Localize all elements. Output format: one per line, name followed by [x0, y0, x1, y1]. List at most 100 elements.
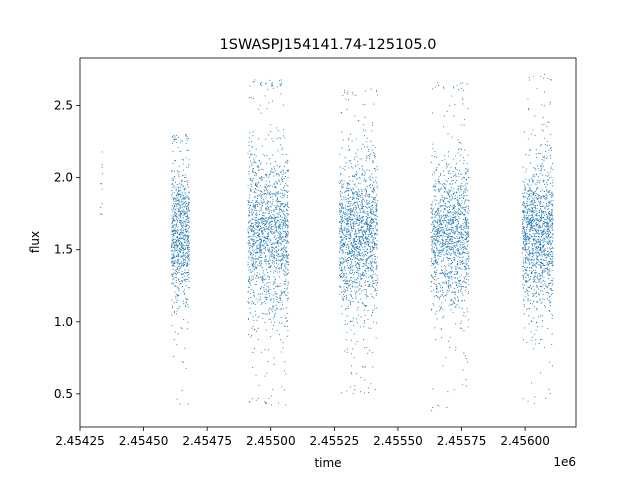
data-point [468, 265, 470, 267]
data-point [269, 266, 271, 268]
data-point [267, 216, 270, 219]
data-point [441, 236, 443, 238]
data-point [444, 159, 446, 161]
data-point [440, 210, 442, 212]
data-point [182, 232, 184, 234]
data-point [463, 213, 465, 215]
data-point [346, 279, 348, 281]
data-point [362, 259, 364, 261]
data-point [265, 329, 267, 331]
data-point [281, 211, 283, 213]
data-point [177, 268, 179, 270]
data-point [453, 207, 455, 209]
data-point [273, 298, 275, 300]
data-point [270, 395, 272, 397]
data-point [185, 142, 187, 144]
data-point [461, 288, 463, 290]
data-point [185, 297, 187, 299]
data-point [275, 250, 277, 252]
data-point [273, 270, 275, 272]
data-point [359, 221, 361, 223]
data-point [287, 257, 289, 260]
data-point [359, 177, 361, 179]
data-point [176, 254, 178, 256]
data-point [460, 274, 463, 276]
data-point [182, 198, 184, 200]
data-point [458, 209, 460, 211]
data-point [358, 191, 360, 193]
data-point [175, 216, 177, 218]
data-point [184, 198, 187, 200]
data-point [435, 238, 437, 240]
data-point [172, 260, 174, 262]
data-point [272, 209, 274, 211]
data-point [273, 236, 275, 239]
data-point [255, 261, 257, 263]
data-point [364, 314, 366, 317]
data-point [353, 277, 355, 279]
data-point [253, 203, 255, 205]
data-point [276, 127, 278, 129]
data-point [341, 216, 343, 218]
data-point [459, 191, 461, 193]
data-point [269, 201, 272, 203]
data-point [285, 239, 287, 241]
data-point [277, 200, 279, 203]
data-point [355, 281, 357, 284]
data-point [467, 205, 469, 207]
data-point [463, 225, 465, 227]
data-point [283, 185, 286, 187]
data-point [263, 287, 265, 289]
data-point [459, 233, 461, 235]
data-point [186, 242, 188, 244]
data-point [345, 298, 347, 300]
data-point [253, 238, 255, 240]
data-point [267, 244, 269, 246]
data-point [355, 185, 357, 187]
data-point [286, 288, 288, 290]
data-point [276, 182, 278, 184]
data-point [172, 236, 174, 238]
data-point [359, 326, 361, 328]
data-point [443, 219, 445, 222]
data-point [442, 273, 444, 275]
data-point [250, 252, 252, 254]
data-point [184, 237, 187, 239]
data-point [467, 264, 469, 266]
data-point [268, 206, 270, 209]
data-point [344, 296, 346, 298]
data-point [268, 286, 270, 288]
data-point [184, 223, 186, 225]
data-point [366, 211, 369, 213]
data-point [436, 269, 438, 271]
data-point [367, 194, 369, 196]
data-point [350, 162, 352, 164]
data-point [341, 223, 343, 225]
data-point [360, 257, 362, 260]
data-point [261, 239, 263, 241]
data-point [247, 230, 249, 232]
data-point [432, 214, 434, 216]
data-point [261, 312, 263, 314]
data-point [373, 262, 376, 264]
data-point [270, 243, 272, 245]
data-point [448, 287, 450, 289]
data-point [175, 285, 177, 287]
data-point [258, 315, 260, 317]
data-point [376, 256, 378, 258]
data-point [353, 196, 355, 198]
data-point [285, 317, 287, 319]
data-point [284, 291, 286, 293]
data-point [351, 262, 353, 264]
data-point [352, 245, 354, 247]
data-point [287, 171, 289, 173]
data-point [349, 256, 351, 258]
data-point [456, 169, 458, 171]
data-point [346, 93, 348, 95]
data-point [261, 253, 263, 255]
data-point [181, 390, 183, 392]
data-point [346, 276, 348, 278]
data-point [351, 320, 353, 322]
data-point [266, 233, 268, 235]
data-point [257, 169, 260, 171]
